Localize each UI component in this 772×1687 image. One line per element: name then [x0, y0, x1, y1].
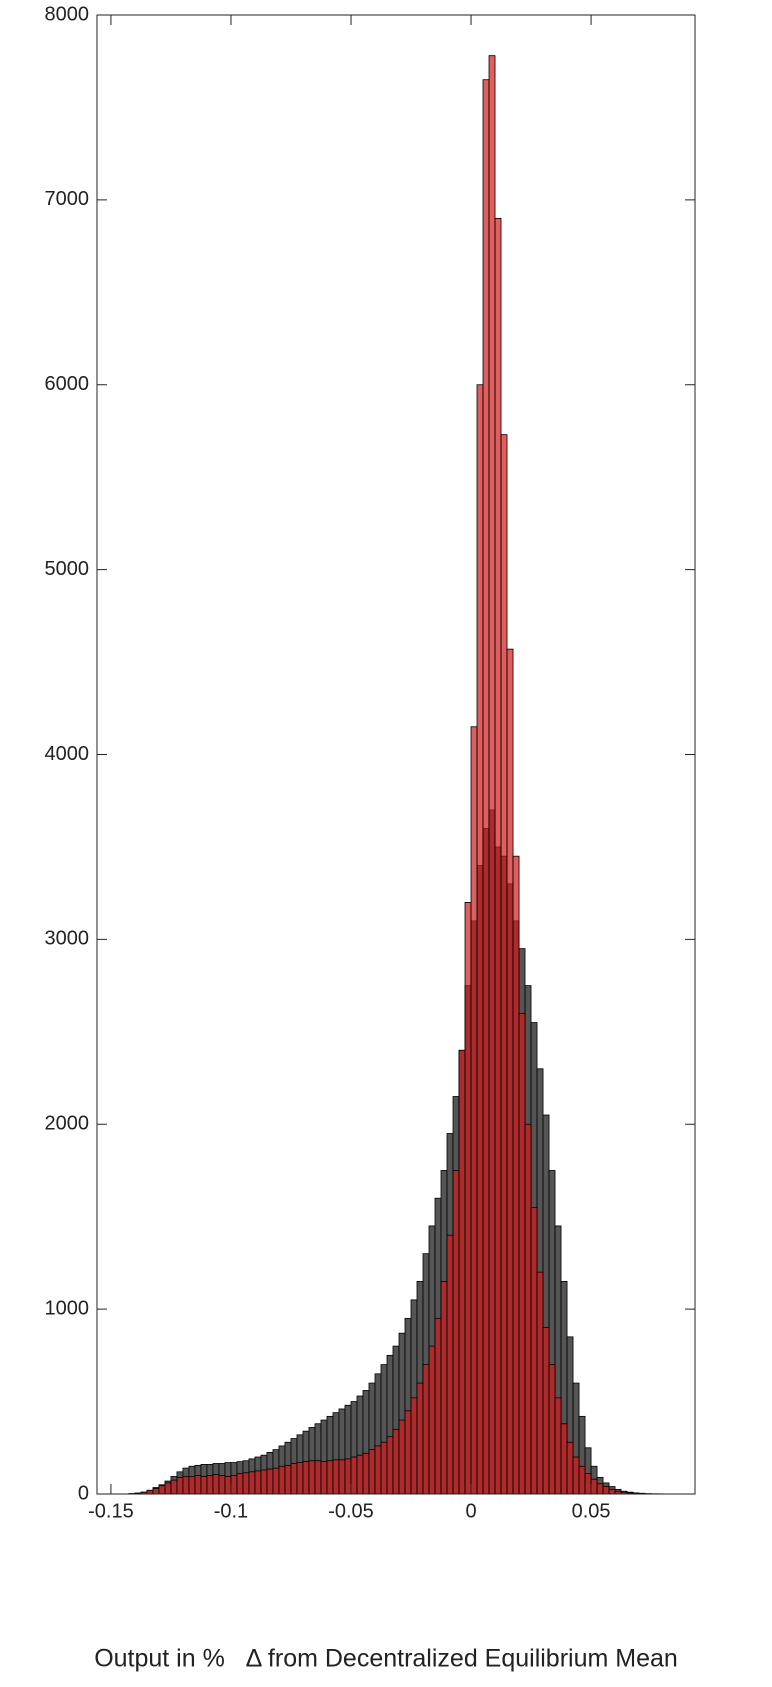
histogram-bar — [158, 1485, 166, 1495]
histogram-bar — [476, 384, 484, 1495]
histogram-bar — [230, 1475, 238, 1495]
histogram-bar — [182, 1476, 190, 1495]
histogram-bar — [194, 1475, 202, 1495]
histogram-bar — [260, 1469, 268, 1495]
histogram-bar — [380, 1441, 388, 1495]
y-tick-label: 8000 — [45, 3, 90, 25]
histogram-bar — [482, 79, 490, 1495]
histogram-bar — [386, 1436, 394, 1495]
histogram-bar — [224, 1476, 232, 1495]
histogram-bar — [284, 1464, 292, 1495]
histogram-bar — [494, 217, 502, 1495]
histogram-bar — [368, 1449, 376, 1495]
histogram-bar — [542, 1327, 550, 1495]
histogram-bar — [488, 55, 496, 1495]
histogram-bar — [434, 1317, 442, 1495]
plot-frame — [96, 14, 696, 1495]
histogram-bar — [218, 1475, 226, 1495]
histogram-bar — [200, 1476, 208, 1495]
histogram-bar — [350, 1456, 358, 1495]
histogram-bar — [398, 1419, 406, 1495]
histogram-bar — [188, 1476, 196, 1495]
histogram-bar — [524, 1123, 532, 1495]
histogram-bar — [308, 1460, 316, 1495]
y-tick-label: 4000 — [45, 743, 90, 765]
histogram-bar — [266, 1468, 274, 1495]
histogram-bar — [176, 1476, 184, 1495]
histogram-bar — [392, 1428, 400, 1495]
histogram-bar — [152, 1488, 160, 1495]
histogram-bar — [410, 1397, 418, 1495]
histogram-bar — [470, 726, 478, 1495]
y-tick-label: 1000 — [45, 1297, 90, 1319]
histogram-bar — [278, 1465, 286, 1495]
histogram-bar — [590, 1478, 598, 1495]
histogram-bar — [164, 1482, 172, 1495]
histogram-bar — [416, 1382, 424, 1495]
y-tick-label: 2000 — [45, 1113, 90, 1135]
histogram-bar — [326, 1460, 334, 1495]
histogram-bar — [548, 1364, 556, 1495]
histogram-bar — [344, 1458, 352, 1495]
histogram-bar — [602, 1486, 610, 1495]
histogram-bar — [566, 1441, 574, 1495]
histogram-bar — [320, 1461, 328, 1495]
histogram-bar — [530, 1207, 538, 1495]
y-tick-label: 0 — [78, 1482, 89, 1504]
histogram-bar — [596, 1483, 604, 1495]
x-axis-label: Output in % Δ from Decentralized Equilib… — [94, 1645, 678, 1673]
x-tick-label: -0.05 — [328, 1500, 374, 1522]
histogram-bar — [374, 1445, 382, 1495]
histogram-bar — [446, 1234, 454, 1495]
histogram-bar — [506, 648, 514, 1495]
histogram-bar — [302, 1461, 310, 1495]
histogram-bar — [296, 1462, 304, 1495]
x-tick-label: 0.05 — [572, 1500, 611, 1522]
histogram-bar — [452, 1170, 460, 1495]
histogram-bar — [212, 1474, 220, 1495]
histogram-bar — [518, 1012, 526, 1495]
histogram-bar — [404, 1410, 412, 1495]
histogram-bar — [314, 1460, 322, 1495]
y-tick-label: 3000 — [45, 928, 90, 950]
histogram-bar — [170, 1479, 178, 1495]
x-tick-label: 0 — [465, 1500, 476, 1522]
x-tick-label: -0.1 — [214, 1500, 248, 1522]
histogram-bar — [146, 1489, 154, 1495]
histogram-bar — [332, 1459, 340, 1495]
histogram-bar — [584, 1473, 592, 1495]
histogram-bar — [464, 902, 472, 1495]
x-tick-label: -0.15 — [88, 1500, 134, 1522]
histogram-bar — [290, 1463, 298, 1495]
histogram-bar — [272, 1467, 280, 1495]
histogram-bar — [356, 1454, 364, 1495]
histogram-bar — [578, 1465, 586, 1495]
histogram-bar — [206, 1475, 214, 1495]
histogram-bar — [512, 855, 520, 1495]
y-tick-label: 6000 — [45, 373, 90, 395]
histogram-bar — [560, 1423, 568, 1495]
histogram-bar — [242, 1472, 250, 1495]
histogram-bar — [458, 1049, 466, 1495]
histogram-bar — [554, 1397, 562, 1495]
histogram-bar — [572, 1456, 580, 1495]
histogram-bar — [500, 434, 508, 1495]
histogram-bar — [422, 1364, 430, 1495]
histogram-bar — [536, 1271, 544, 1495]
histogram-bar — [440, 1280, 448, 1495]
histogram-bar — [236, 1473, 244, 1495]
histogram-bar — [428, 1345, 436, 1495]
histogram-bar — [338, 1459, 346, 1495]
histogram-bar — [608, 1488, 616, 1495]
histogram-bar — [362, 1452, 370, 1495]
histogram-bar — [254, 1470, 262, 1495]
y-tick-label: 7000 — [45, 188, 90, 210]
histogram-bar — [248, 1471, 256, 1495]
y-tick-label: 5000 — [45, 558, 90, 580]
